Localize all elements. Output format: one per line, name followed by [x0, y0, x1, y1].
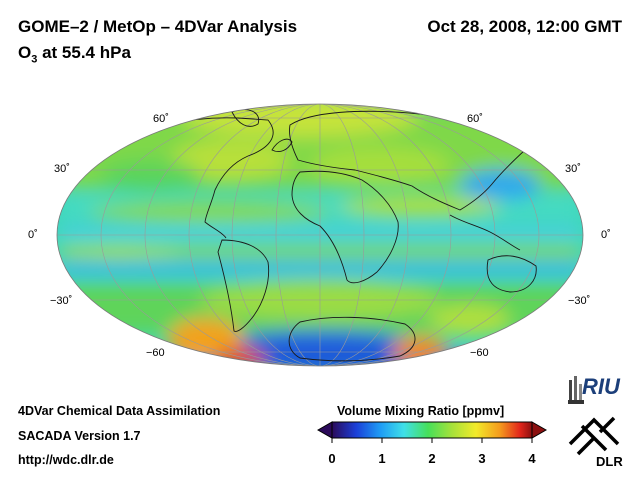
graticule [57, 104, 583, 366]
dlr-logo: DLR [568, 416, 623, 468]
lat-label-right-0: 0˚ [601, 229, 611, 241]
lat-label-right-60: 60˚ [467, 113, 483, 125]
colorbar-tick-1: 1 [378, 451, 386, 466]
footer-line-2: SACADA Version 1.7 [18, 429, 141, 443]
colorbar [316, 421, 548, 443]
lat-label-left-60: 60˚ [153, 113, 169, 125]
map-border [56, 103, 584, 367]
riu-logo: RIU [568, 374, 621, 404]
lat-label-right-minus30: −30˚ [568, 295, 590, 307]
colorbar-low-arrow [316, 421, 333, 439]
lat-label-left-minus30: −30˚ [50, 295, 72, 307]
colorbar-tick-0: 0 [328, 451, 336, 466]
dlr-logo-text: DLR [596, 454, 623, 468]
footer-url: http://wdc.dlr.de [18, 453, 114, 467]
lat-label-left-30: 30˚ [54, 163, 70, 175]
ozone-map: 60˚ 30˚ 0˚ −30˚ −60 60˚ 30˚ 0˚ −30˚ −60 [28, 103, 611, 367]
ozone-field [57, 104, 583, 366]
colorbar-tick-2: 2 [428, 451, 436, 466]
chart-subtitle: O3 at 55.4 hPa [18, 43, 131, 65]
colorbar-title: Volume Mixing Ratio [ppmv] [337, 404, 505, 418]
chart-datetime: Oct 28, 2008, 12:00 GMT [427, 17, 622, 36]
colorbar-gradient [331, 421, 533, 439]
lat-label-right-minus60: −60 [470, 347, 489, 359]
chart-title: GOME–2 / MetOp – 4DVar Analysis [18, 17, 298, 36]
footer-line-1: 4DVar Chemical Data Assimilation [18, 404, 221, 418]
colorbar-tick-3: 3 [478, 451, 486, 466]
lat-label-left-0: 0˚ [28, 229, 38, 241]
subtitle-species: O [18, 43, 32, 62]
subtitle-subscript: 3 [31, 53, 38, 66]
lat-label-left-minus60: −60 [146, 347, 165, 359]
riu-logo-text: RIU [582, 374, 621, 399]
lat-label-right-30: 30˚ [565, 163, 581, 175]
subtitle-level: at 55.4 hPa [37, 43, 131, 62]
colorbar-high-arrow [531, 421, 548, 439]
colorbar-tick-4: 4 [528, 451, 536, 466]
